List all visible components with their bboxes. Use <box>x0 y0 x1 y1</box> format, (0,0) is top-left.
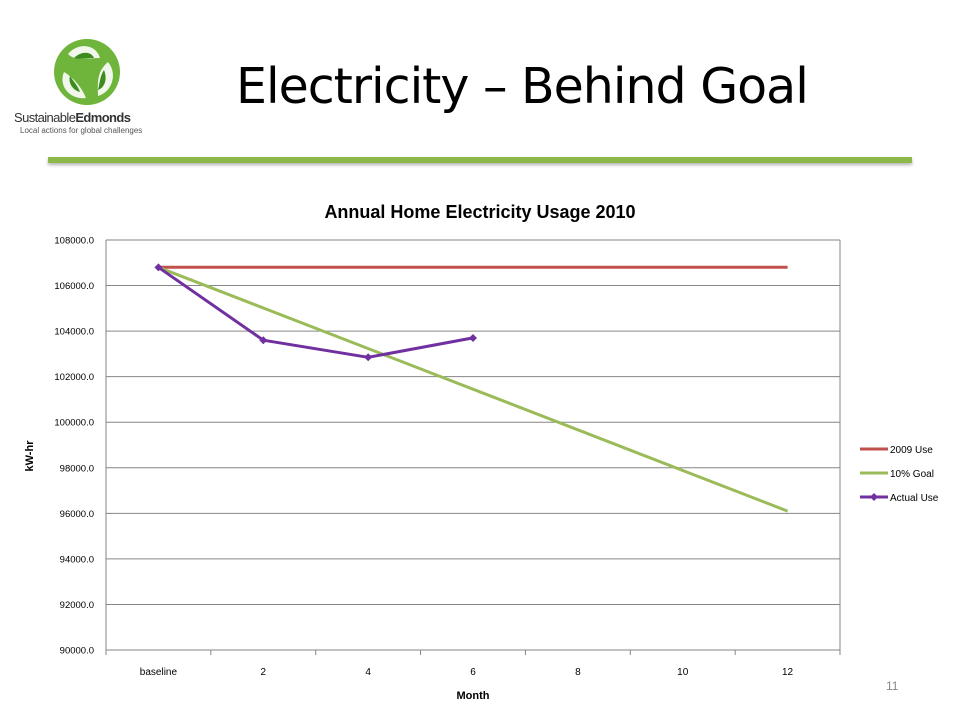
axes: 90000.0 92000.0 94000.0 96000.0 98000.0 10000… <box>54 236 841 678</box>
series-line-10-goal <box>157 265 789 513</box>
y-tick-label: 94000.0 <box>60 554 94 565</box>
data-point-actual-use <box>469 333 477 342</box>
series-line-actual-use <box>157 266 474 359</box>
y-tick-label: 102000.0 <box>54 372 94 383</box>
sustainable-edmonds-logo: SustainableEdmonds Local actions for glo… <box>10 36 170 146</box>
title-divider <box>48 157 912 163</box>
x-tick-label: 4 <box>365 667 371 678</box>
plot-series <box>154 263 789 513</box>
x-tick-label: 8 <box>575 667 581 678</box>
y-tick-label: 106000.0 <box>54 281 94 292</box>
x-tick-label: 6 <box>470 667 476 678</box>
legend-label-10-goal: 10% Goal <box>890 469 934 480</box>
chart-title: Annual Home Electricity Usage 2010 <box>324 202 635 222</box>
data-point-actual-use <box>154 263 163 272</box>
x-axis-label: Month <box>457 690 490 702</box>
data-point-actual-use <box>364 353 373 362</box>
slide-title: Electricity – Behind Goal <box>236 58 809 115</box>
logo-tagline: Local actions for global challenges <box>20 126 143 135</box>
y-tick-label: 92000.0 <box>60 600 94 611</box>
electricity-usage-chart: Annual Home Electricity Usage 2010 Month… <box>24 202 939 702</box>
leaf-logo-icon <box>54 39 120 105</box>
y-axis-label: kW-hr <box>24 440 36 472</box>
gridlines <box>106 239 840 651</box>
y-tick-label: 100000.0 <box>54 418 94 429</box>
data-point-actual-use <box>259 336 268 345</box>
y-tick-label: 98000.0 <box>60 463 94 474</box>
legend: 2009 Use 10% Goal Actual Use <box>860 445 939 504</box>
x-tick-label: 2 <box>261 667 267 678</box>
legend-marker-actual-use <box>870 493 878 501</box>
y-tick-label: 90000.0 <box>60 646 94 657</box>
x-tick-label: baseline <box>140 667 178 678</box>
x-tick-label: 12 <box>782 667 794 678</box>
logo-wordmark: SustainableEdmonds <box>14 110 131 125</box>
y-tick-label: 104000.0 <box>54 327 94 338</box>
y-tick-label: 108000.0 <box>54 236 94 247</box>
slide-number: 11 <box>886 679 899 693</box>
y-tick-label: 96000.0 <box>60 509 94 520</box>
x-tick-label: 10 <box>677 667 689 678</box>
legend-label-actual-use: Actual Use <box>890 493 939 504</box>
legend-label-2009-use: 2009 Use <box>890 445 933 456</box>
